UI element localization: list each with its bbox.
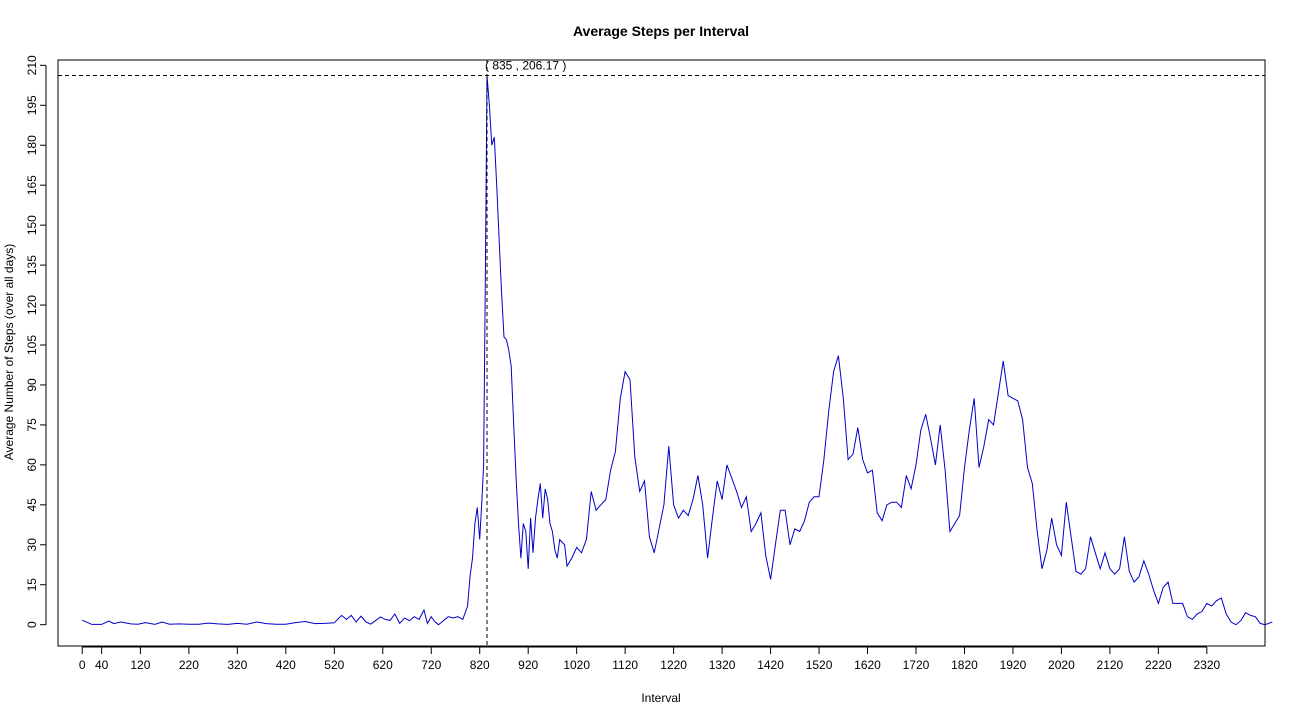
series-line: [82, 75, 1273, 626]
x-tick-label: 1820: [951, 658, 978, 672]
y-tick-label: 60: [25, 458, 39, 472]
x-tick-label: 1120: [612, 658, 638, 672]
x-axis-label: Interval: [641, 691, 680, 705]
x-tick-label: 1520: [806, 658, 833, 672]
x-tick-label: 320: [227, 658, 247, 672]
y-tick-label: 195: [25, 95, 39, 115]
y-tick-label: 105: [25, 335, 39, 355]
x-tick-label: 420: [276, 658, 296, 672]
x-tick-label: 2220: [1145, 658, 1172, 672]
plot-frame: [57, 59, 1266, 647]
plot-area: ( 835 , 206.17 ): [58, 59, 1273, 646]
y-axis-label: Average Number of Steps (over all days): [2, 244, 16, 461]
y-tick-label: 120: [25, 295, 39, 315]
chart-title: Average Steps per Interval: [573, 23, 749, 39]
y-tick-label: 0: [25, 621, 39, 628]
x-tick-label: 620: [373, 658, 393, 672]
x-tick-label: 1920: [1000, 658, 1027, 672]
y-tick-label: 210: [25, 55, 39, 75]
x-tick-label: 820: [470, 658, 490, 672]
x-tick-label: 720: [421, 658, 441, 672]
x-tick-label: 920: [518, 658, 538, 672]
x-tick-label: 0: [79, 658, 86, 672]
y-tick-label: 15: [25, 578, 39, 592]
x-tick-label: 120: [130, 658, 150, 672]
x-tick-label: 2320: [1193, 658, 1220, 672]
x-tick-label: 1020: [563, 658, 590, 672]
y-tick-label: 150: [25, 215, 39, 235]
y-tick-label: 75: [25, 418, 39, 432]
y-tick-label: 135: [25, 255, 39, 275]
y-tick-label: 45: [25, 498, 39, 512]
y-tick-label: 180: [25, 135, 39, 155]
y-axis: 0 15 30 45 60 75 90 105 120 135 150 165 180 195 210: [25, 55, 47, 628]
x-tick-label: 2020: [1048, 658, 1075, 672]
x-tick-label: 1320: [709, 658, 736, 672]
x-tick-label: 2120: [1097, 658, 1124, 672]
x-tick-label: 40: [95, 658, 109, 672]
x-tick-label: 1220: [660, 658, 687, 672]
y-tick-label: 165: [25, 175, 39, 195]
y-tick-label: 90: [25, 378, 39, 392]
x-tick-label: 520: [324, 658, 344, 672]
x-tick-label: 220: [179, 658, 199, 672]
x-tick-label: 1420: [757, 658, 784, 672]
x-tick-label: 1620: [854, 658, 881, 672]
y-tick-label: 30: [25, 538, 39, 552]
x-tick-label: 1720: [903, 658, 930, 672]
x-axis: 0 40 120 220 320 420 520 620 720 820 920 1020 1120 12…: [79, 646, 1221, 672]
max-point-annotation: ( 835 , 206.17 ): [485, 59, 566, 73]
